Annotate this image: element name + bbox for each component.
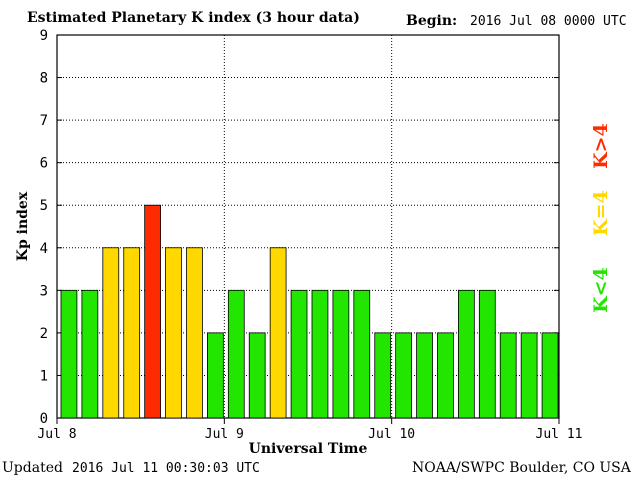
kp-bar <box>248 332 266 419</box>
begin-label: Begin: <box>406 13 458 29</box>
y-tick-label-4: 4 <box>40 241 48 257</box>
kp-bar <box>311 289 329 419</box>
kp-bar <box>102 247 120 419</box>
kp-bar <box>186 247 203 419</box>
credit-text: NOAA/SWPC Boulder, CO USA <box>412 460 631 476</box>
y-tick-label-9: 9 <box>40 28 48 44</box>
y-tick-label-6: 6 <box>40 156 48 172</box>
kp-bar <box>458 289 475 419</box>
kp-bar <box>437 332 454 419</box>
legend-k-below-4: K<4 <box>590 267 612 313</box>
kp-bar <box>144 204 161 419</box>
y-tick-label-2: 2 <box>40 326 48 342</box>
kp-bar <box>541 332 559 419</box>
x-tick-label-2: Jul 10 <box>368 427 415 442</box>
kp-bar <box>416 332 433 419</box>
kp-bar <box>227 289 245 419</box>
chart-title: Estimated Planetary K index (3 hour data… <box>27 10 360 26</box>
legend-k-equal-4: K=4 <box>590 190 612 236</box>
y-tick-label-5: 5 <box>40 198 48 214</box>
kp-bar <box>520 332 538 419</box>
kp-bar <box>478 289 496 419</box>
x-tick-label-0: Jul 8 <box>37 427 76 442</box>
kp-bar <box>332 289 350 419</box>
kp-bar <box>290 289 308 419</box>
kp-bar <box>123 247 141 419</box>
x-tick-label-1: Jul 9 <box>205 427 244 442</box>
x-tick-label-3: Jul 11 <box>536 427 583 442</box>
y-tick-label-1: 1 <box>40 368 48 384</box>
kp-bar <box>499 332 517 419</box>
plot-frame <box>56 34 560 419</box>
x-axis-label: Universal Time <box>249 441 368 457</box>
updated-value: 2016 Jul 11 00:30:03 UTC <box>72 461 260 476</box>
kp-bar <box>165 247 182 419</box>
begin-value: 2016 Jul 08 0000 UTC <box>470 14 627 29</box>
kp-bar <box>207 332 224 419</box>
y-axis-label: Kp index <box>15 191 31 261</box>
kp-bar <box>353 289 371 419</box>
kp-bar <box>269 247 287 419</box>
legend-k-above-4: K>4 <box>590 123 612 169</box>
y-tick-label-3: 3 <box>40 283 48 299</box>
y-tick-label-7: 7 <box>40 113 48 129</box>
kp-bar <box>395 332 412 419</box>
y-tick-label-0: 0 <box>40 411 48 427</box>
kp-bar <box>374 332 392 419</box>
kp-bar <box>60 289 78 419</box>
y-tick-label-8: 8 <box>40 71 48 87</box>
kp-bar <box>81 289 99 419</box>
updated-label: Updated <box>2 460 63 476</box>
